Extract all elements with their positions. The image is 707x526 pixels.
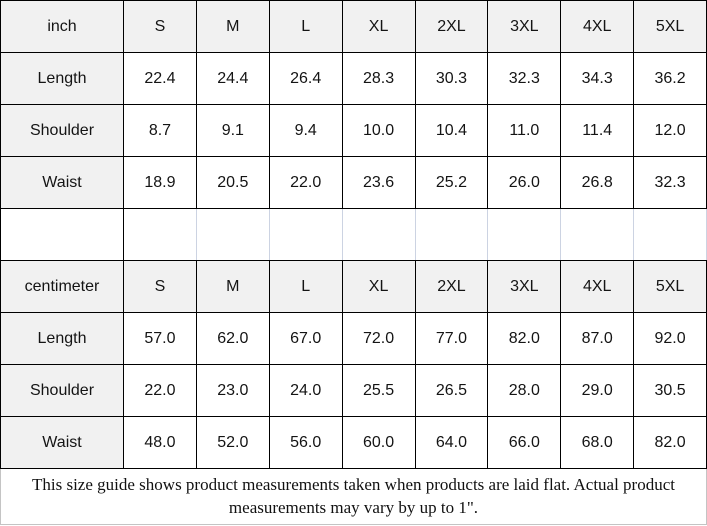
value-cell: 66.0 [487, 416, 562, 469]
value-cell: 29.0 [560, 364, 635, 417]
value-cell: 26.5 [414, 364, 489, 417]
row-label-cell: Length [0, 52, 124, 105]
size-header-cell: 3XL [487, 260, 562, 313]
value-cell: 62.0 [195, 312, 270, 365]
value-cell: 48.0 [123, 416, 197, 469]
value-cell: 22.0 [123, 364, 197, 417]
measurement-row-length-cm: Length 57.0 62.0 67.0 72.0 77.0 82.0 87.… [0, 312, 707, 365]
size-header-cell: 5XL [633, 0, 707, 53]
cm-header-row: centimeter S M L XL 2XL 3XL 4XL 5XL [0, 260, 707, 313]
value-cell: 82.0 [487, 312, 562, 365]
inch-section: inch S M L XL 2XL 3XL 4XL 5XL Length 22.… [0, 0, 707, 209]
spacer-cell [487, 208, 562, 261]
value-cell: 87.0 [560, 312, 635, 365]
spacer-cell [268, 208, 343, 261]
size-header-cell: 2XL [414, 0, 489, 53]
size-header-cell: S [123, 0, 197, 53]
value-cell: 23.0 [195, 364, 270, 417]
value-cell: 67.0 [268, 312, 343, 365]
row-label-cell: Shoulder [0, 104, 124, 157]
value-cell: 92.0 [633, 312, 707, 365]
row-label-cell: Shoulder [0, 364, 124, 417]
unit-cell-inch: inch [0, 0, 124, 53]
value-cell: 11.0 [487, 104, 562, 157]
size-header-cell: M [195, 260, 270, 313]
value-cell: 10.4 [414, 104, 489, 157]
value-cell: 30.5 [633, 364, 707, 417]
value-cell: 26.8 [560, 156, 635, 209]
value-cell: 26.4 [268, 52, 343, 105]
value-cell: 26.0 [487, 156, 562, 209]
value-cell: 60.0 [341, 416, 416, 469]
spacer-cell [560, 208, 635, 261]
size-header-cell: XL [341, 260, 416, 313]
value-cell: 22.0 [268, 156, 343, 209]
size-header-cell: 4XL [560, 260, 635, 313]
value-cell: 11.4 [560, 104, 635, 157]
value-cell: 24.0 [268, 364, 343, 417]
row-label-cell: Length [0, 312, 124, 365]
value-cell: 30.3 [414, 52, 489, 105]
spacer-cell [414, 208, 489, 261]
unit-cell-centimeter: centimeter [0, 260, 124, 313]
measurement-row-shoulder-cm: Shoulder 22.0 23.0 24.0 25.5 26.5 28.0 2… [0, 364, 707, 417]
value-cell: 28.3 [341, 52, 416, 105]
value-cell: 32.3 [633, 156, 707, 209]
spacer-section [0, 208, 707, 261]
size-header-cell: S [123, 260, 197, 313]
size-header-cell: 5XL [633, 260, 707, 313]
centimeter-section: centimeter S M L XL 2XL 3XL 4XL 5XL Leng… [0, 260, 707, 469]
size-header-cell: L [268, 0, 343, 53]
size-header-cell: M [195, 0, 270, 53]
value-cell: 23.6 [341, 156, 416, 209]
measurement-row-length-inch: Length 22.4 24.4 26.4 28.3 30.3 32.3 34.… [0, 52, 707, 105]
value-cell: 32.3 [487, 52, 562, 105]
value-cell: 68.0 [560, 416, 635, 469]
measurement-row-waist-cm: Waist 48.0 52.0 56.0 60.0 64.0 66.0 68.0… [0, 416, 707, 469]
value-cell: 52.0 [195, 416, 270, 469]
value-cell: 22.4 [123, 52, 197, 105]
value-cell: 57.0 [123, 312, 197, 365]
size-header-cell: 3XL [487, 0, 562, 53]
spacer-cell [195, 208, 270, 261]
value-cell: 36.2 [633, 52, 707, 105]
value-cell: 8.7 [123, 104, 197, 157]
spacer-cell [633, 208, 707, 261]
size-chart-table: inch S M L XL 2XL 3XL 4XL 5XL Length 22.… [0, 0, 707, 469]
spacer-cell [0, 208, 124, 261]
value-cell: 56.0 [268, 416, 343, 469]
value-cell: 72.0 [341, 312, 416, 365]
size-guide-note: This size guide shows product measuremen… [0, 469, 707, 525]
spacer-cell [123, 208, 197, 261]
value-cell: 12.0 [633, 104, 707, 157]
measurement-row-waist-inch: Waist 18.9 20.5 22.0 23.6 25.2 26.0 26.8… [0, 156, 707, 209]
value-cell: 34.3 [560, 52, 635, 105]
inch-header-row: inch S M L XL 2XL 3XL 4XL 5XL [0, 0, 707, 53]
value-cell: 24.4 [195, 52, 270, 105]
value-cell: 25.2 [414, 156, 489, 209]
value-cell: 20.5 [195, 156, 270, 209]
value-cell: 9.4 [268, 104, 343, 157]
row-label-cell: Waist [0, 156, 124, 209]
size-header-cell: 2XL [414, 260, 489, 313]
spacer-row [0, 208, 707, 261]
value-cell: 9.1 [195, 104, 270, 157]
size-header-cell: XL [341, 0, 416, 53]
row-label-cell: Waist [0, 416, 124, 469]
size-header-cell: 4XL [560, 0, 635, 53]
spacer-cell [341, 208, 416, 261]
value-cell: 28.0 [487, 364, 562, 417]
value-cell: 18.9 [123, 156, 197, 209]
measurement-row-shoulder-inch: Shoulder 8.7 9.1 9.4 10.0 10.4 11.0 11.4… [0, 104, 707, 157]
value-cell: 10.0 [341, 104, 416, 157]
value-cell: 64.0 [414, 416, 489, 469]
value-cell: 25.5 [341, 364, 416, 417]
value-cell: 77.0 [414, 312, 489, 365]
value-cell: 82.0 [633, 416, 707, 469]
size-header-cell: L [268, 260, 343, 313]
